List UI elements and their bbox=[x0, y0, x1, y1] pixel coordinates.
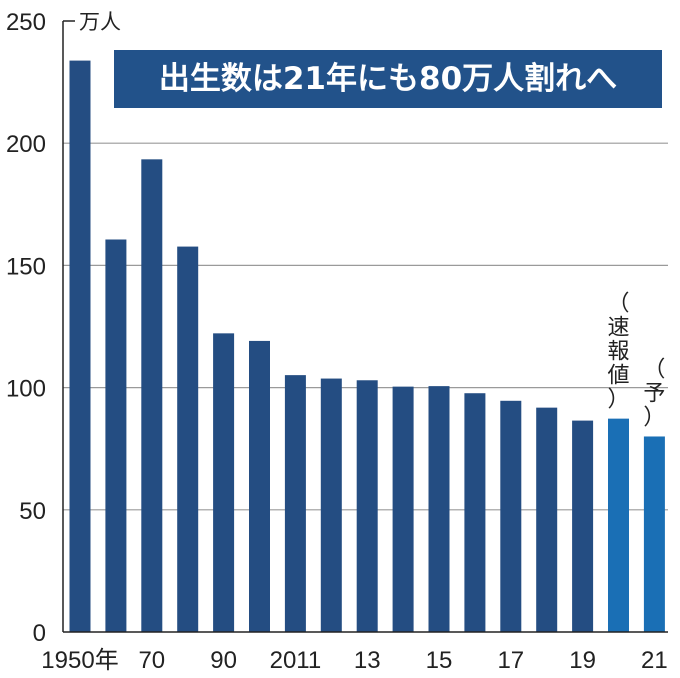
bar bbox=[320, 378, 342, 632]
x-tick-label: 15 bbox=[426, 647, 453, 674]
bar-annotation: （予） bbox=[643, 357, 665, 430]
y-tick-label: 250 bbox=[6, 9, 46, 36]
bars bbox=[69, 60, 665, 633]
x-tick-label: 70 bbox=[138, 647, 165, 674]
bar bbox=[69, 60, 91, 633]
x-tick-label: 1950年 bbox=[41, 647, 118, 674]
x-tick-label: 90 bbox=[210, 647, 237, 674]
bar-annotation: （速報値） bbox=[607, 292, 629, 413]
chart-title: 出生数は21年にも80万人割れへ bbox=[159, 61, 617, 97]
bar bbox=[356, 380, 378, 632]
y-tick-label: 100 bbox=[6, 376, 46, 403]
y-tick-label: 150 bbox=[6, 253, 46, 280]
x-tick-label: 13 bbox=[354, 647, 381, 674]
bar bbox=[608, 418, 629, 632]
x-tick-label: 17 bbox=[497, 647, 524, 674]
y-tick-label: 50 bbox=[19, 498, 46, 525]
bar bbox=[141, 159, 163, 633]
x-tick-label: 2011 bbox=[270, 647, 322, 674]
x-tick-label: 19 bbox=[569, 647, 596, 674]
bar bbox=[428, 386, 450, 632]
x-tick-label: 21 bbox=[641, 647, 668, 674]
annotations: （速報値） （予） bbox=[607, 292, 665, 431]
bar bbox=[464, 393, 486, 632]
bar bbox=[249, 340, 270, 632]
bar bbox=[392, 386, 414, 632]
bar bbox=[284, 375, 306, 632]
y-axis-unit: 万人 bbox=[79, 10, 121, 34]
bar bbox=[177, 246, 199, 632]
bar bbox=[105, 239, 127, 633]
bar bbox=[643, 436, 665, 632]
bar bbox=[213, 333, 235, 632]
y-tick-label: 0 bbox=[33, 620, 46, 647]
y-tick-label: 200 bbox=[6, 131, 46, 158]
bar bbox=[572, 420, 594, 632]
x-axis-ticks: 1950年 70 90 2011 13 15 17 19 21 bbox=[41, 647, 667, 674]
bar bbox=[536, 407, 558, 632]
title-background bbox=[114, 50, 662, 108]
y-axis-ticks: 0 50 100 150 200 250 bbox=[6, 9, 46, 647]
bar bbox=[500, 400, 522, 632]
chart-title-box: 出生数は21年にも80万人割れへ bbox=[114, 50, 662, 108]
